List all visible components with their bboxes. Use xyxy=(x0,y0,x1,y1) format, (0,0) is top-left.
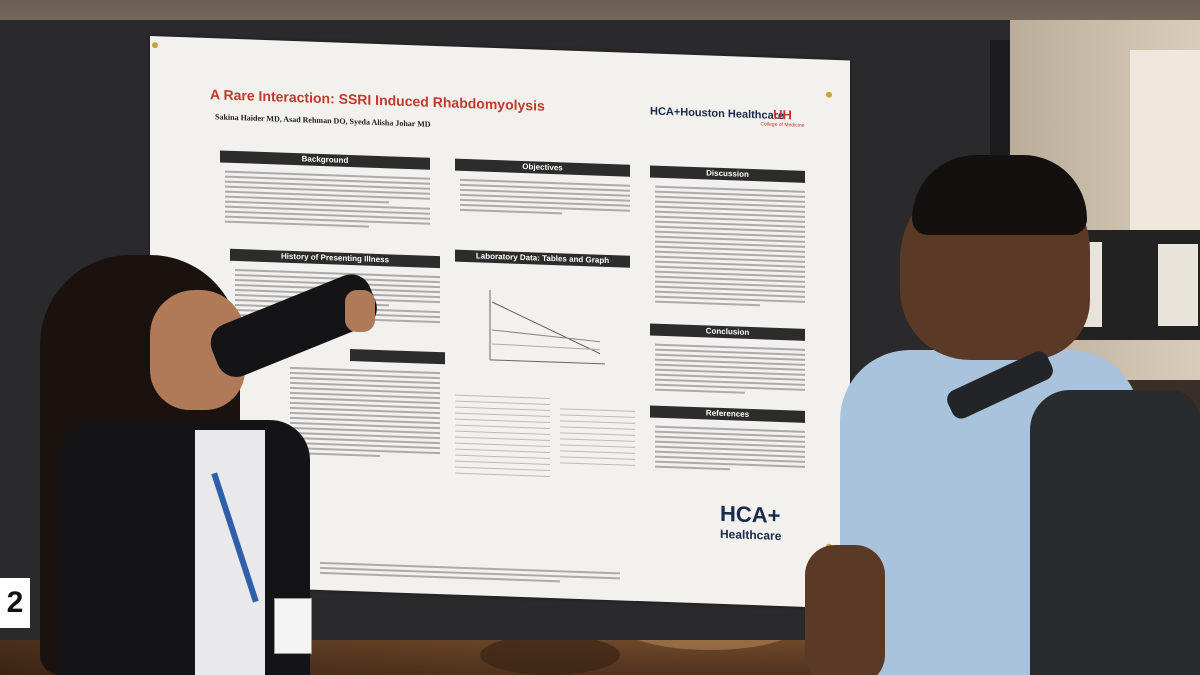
lab-table-2 xyxy=(560,405,635,468)
attendee-hair xyxy=(912,155,1087,235)
section-history: History of Presenting Illness xyxy=(230,248,440,269)
poster-authors: Sakina Haider MD, Asad Rehman DO, Syeda … xyxy=(215,112,431,129)
section-references: References xyxy=(650,405,805,423)
labs-text xyxy=(290,366,440,462)
references-text xyxy=(655,425,805,476)
presenter-hand xyxy=(345,290,375,332)
section-labs-header xyxy=(350,348,445,365)
discussion-text xyxy=(655,185,805,311)
presenter-blazer xyxy=(60,420,310,675)
backpack xyxy=(1030,390,1200,675)
section-background: Background xyxy=(220,150,430,170)
booth-number: 2 xyxy=(0,578,30,628)
section-conclusion: Conclusion xyxy=(650,323,805,341)
attendee-arm xyxy=(805,545,885,675)
presenter-shirt xyxy=(195,430,265,675)
uh-college-of-medicine-logo: UH College of Medicine xyxy=(755,107,810,129)
section-objectives: Objectives xyxy=(455,158,630,177)
conclusion-text xyxy=(655,343,805,399)
name-badge xyxy=(274,598,312,654)
section-discussion: Discussion xyxy=(650,165,805,183)
section-lab-data: Laboratory Data: Tables and Graph xyxy=(455,249,630,268)
poster-title: A Rare Interaction: SSRI Induced Rhabdom… xyxy=(210,86,545,114)
objectives-text xyxy=(460,178,630,220)
poster-footnote xyxy=(320,561,620,587)
background-text xyxy=(225,170,430,233)
neighbor-poster-board xyxy=(1140,230,1200,340)
window xyxy=(1130,50,1200,250)
lab-table-1 xyxy=(455,391,550,479)
lab-graph xyxy=(489,289,605,365)
research-poster: A Rare Interaction: SSRI Induced Rhabdom… xyxy=(150,36,850,609)
hca-healthcare-logo: HCA+ Healthcare xyxy=(720,500,782,544)
